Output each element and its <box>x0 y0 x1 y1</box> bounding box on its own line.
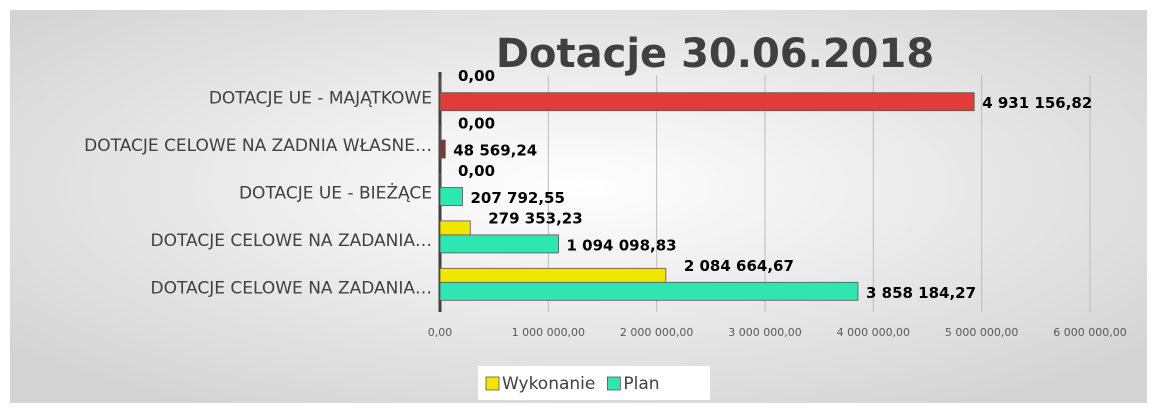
bar <box>439 281 859 301</box>
bar <box>439 92 975 112</box>
bar <box>439 187 463 206</box>
x-tick-label: 6 000 000,00 <box>1053 326 1126 339</box>
x-tick-label: 0,00 <box>428 326 453 339</box>
chart-background <box>10 10 1147 403</box>
x-tick-label: 5 000 000,00 <box>945 326 1018 339</box>
data-label: 207 792,55 <box>471 189 565 207</box>
data-label: 0,00 <box>458 67 495 85</box>
bar <box>439 234 559 254</box>
legend-swatch <box>606 376 621 391</box>
chart-title: Dotacje 30.06.2018 <box>496 31 934 77</box>
x-tick-label: 1 000 000,00 <box>512 326 585 339</box>
data-label: 0,00 <box>458 162 495 180</box>
category-label: DOTACJE CELOWE NA ZADANIA… <box>150 278 432 298</box>
data-label: 4 931 156,82 <box>982 94 1092 112</box>
data-label: 2 084 664,67 <box>684 257 794 275</box>
data-label: 48 569,24 <box>453 142 537 160</box>
category-label: DOTACJE CELOWE NA ZADNIA WŁASNE… <box>84 136 432 156</box>
data-label: 279 353,23 <box>488 209 582 227</box>
x-tick-label: 4 000 000,00 <box>837 326 910 339</box>
legend-box <box>478 366 710 400</box>
data-label: 0,00 <box>458 115 495 133</box>
legend-swatch <box>485 376 500 391</box>
x-tick-label: 3 000 000,00 <box>728 326 801 339</box>
data-label: 1 094 098,83 <box>567 236 677 254</box>
legend-label: Wykonanie <box>502 374 595 394</box>
data-label: 3 858 184,27 <box>866 284 976 302</box>
category-label: DOTACJE CELOWE NA ZADANIA… <box>150 231 432 251</box>
bar <box>439 139 446 159</box>
category-label: DOTACJE UE - BIEŻĄCE <box>239 183 432 204</box>
x-tick-label: 2 000 000,00 <box>620 326 693 339</box>
category-label: DOTACJE UE - MAJĄTKOWE <box>209 89 432 109</box>
legend-label: Plan <box>623 374 659 394</box>
